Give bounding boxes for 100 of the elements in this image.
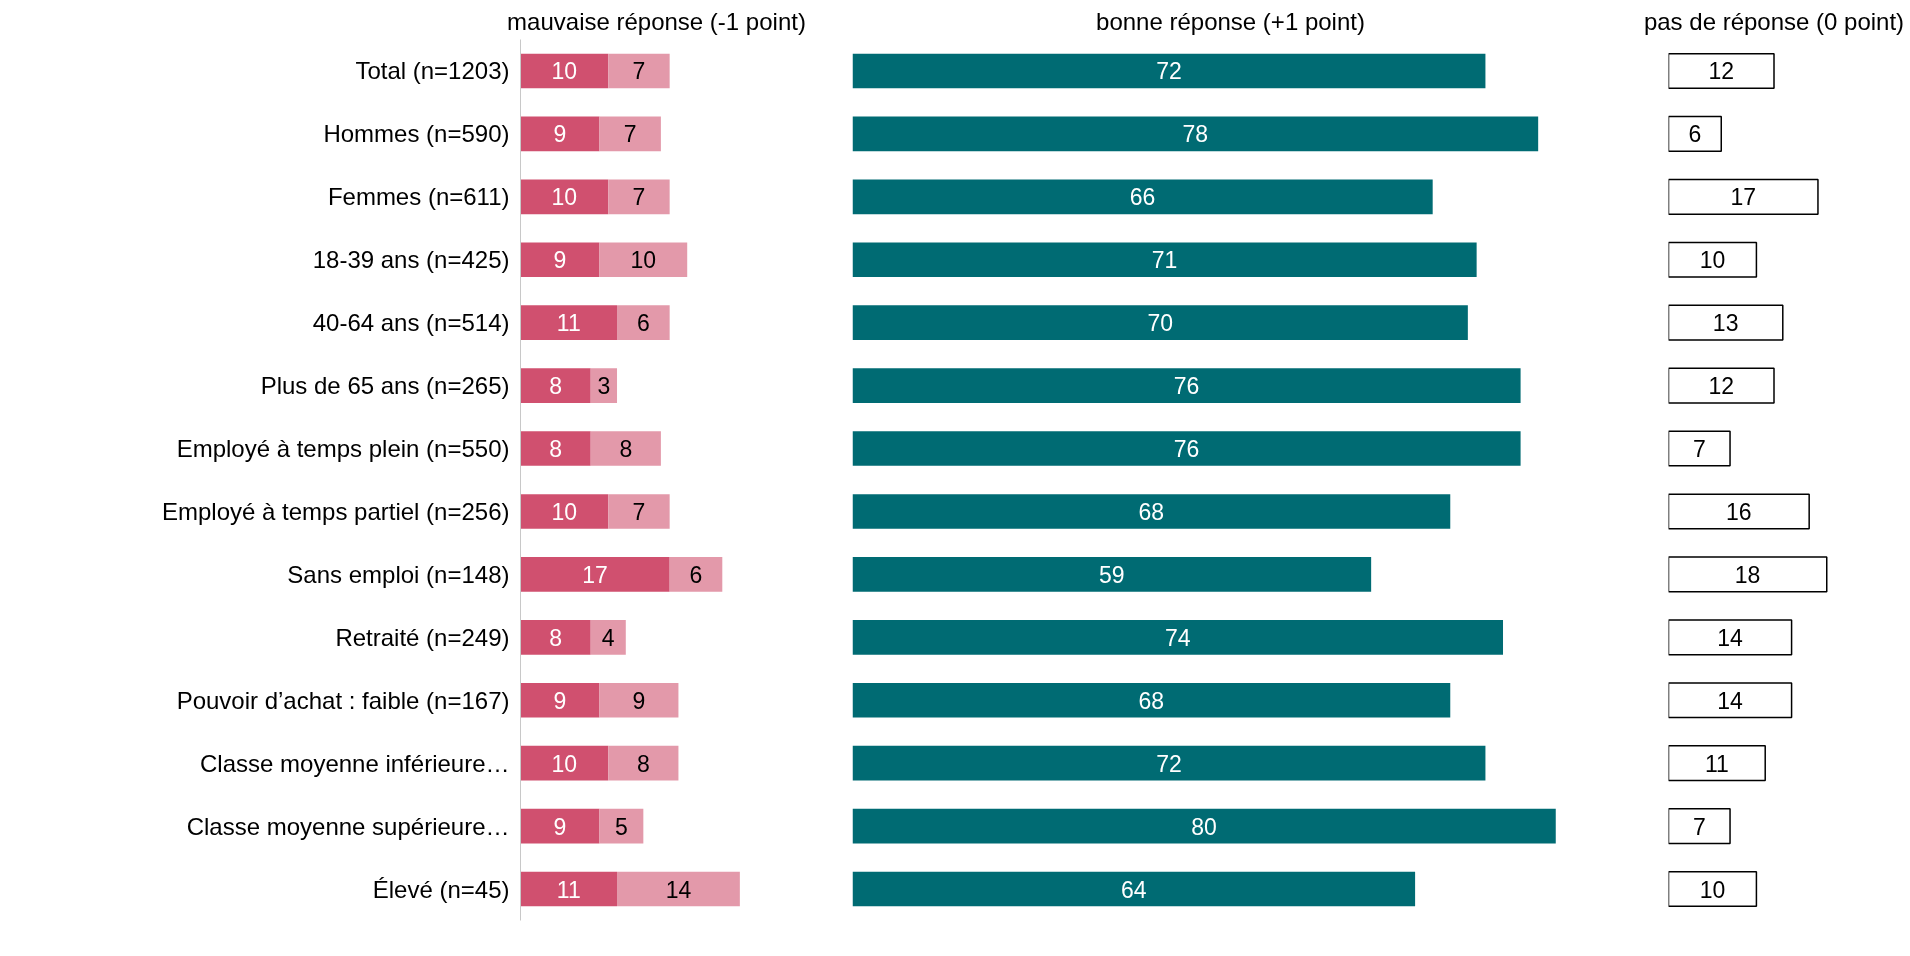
bar	[520, 682, 600, 718]
data-label: 74	[1164, 624, 1191, 651]
bar	[590, 620, 626, 655]
data-label: 9	[632, 687, 646, 714]
bar	[520, 494, 609, 529]
data-label: 3	[597, 373, 611, 400]
data-label: 16	[1726, 498, 1752, 525]
y-tick-label: Classe moyenne inférieure…	[200, 749, 510, 777]
bar	[1668, 178, 1819, 215]
bar	[520, 53, 609, 89]
bar	[608, 179, 670, 215]
y-tick-label: Femmes (n=611)	[327, 183, 510, 211]
data-label: 9	[553, 247, 567, 274]
bar	[1668, 870, 1758, 908]
data-label: 8	[549, 624, 562, 651]
data-label: 10	[551, 184, 578, 211]
data-label: 10	[551, 750, 578, 777]
data-label: 4	[601, 624, 615, 651]
data-label: 68	[1138, 498, 1165, 525]
data-label: 17	[1730, 184, 1757, 211]
data-label: 5	[615, 813, 628, 840]
bar	[1668, 115, 1722, 152]
bar	[1668, 745, 1766, 782]
bar	[520, 431, 591, 466]
bar	[852, 368, 1521, 403]
y-tick-label: 40-64 ans (n=514)	[312, 309, 510, 337]
data-label: 7	[632, 498, 646, 525]
bar	[590, 431, 661, 466]
bar	[1668, 556, 1828, 593]
bar	[669, 557, 723, 592]
data-label: 11	[556, 876, 581, 903]
y-tick-label: Classe moyenne supérieure…	[186, 812, 510, 840]
y-tick-label: Hommes (n=590)	[323, 120, 510, 148]
data-label: 71	[1151, 247, 1178, 274]
bar	[520, 620, 591, 655]
data-label: 7	[632, 184, 646, 211]
bar	[1668, 430, 1731, 467]
bar	[852, 557, 1372, 592]
data-label: 72	[1156, 750, 1182, 777]
bar	[1668, 52, 1775, 90]
data-label: 6	[689, 561, 703, 588]
bar	[852, 494, 1451, 529]
data-label: 10	[1699, 876, 1726, 903]
data-label: 76	[1173, 373, 1200, 400]
data-label: 6	[1688, 121, 1702, 148]
bar	[520, 116, 600, 152]
data-label: 7	[1692, 813, 1706, 840]
data-label: 8	[619, 436, 633, 463]
data-label: 80	[1191, 813, 1217, 840]
data-label: 8	[549, 373, 562, 400]
data-label: 10	[1699, 247, 1726, 274]
chart-title: mauvaise réponse (-1 point)	[507, 7, 806, 35]
data-label: 76	[1173, 436, 1200, 463]
bar	[852, 620, 1504, 655]
data-label: 9	[553, 121, 567, 148]
data-label: 72	[1156, 58, 1182, 85]
bar	[852, 179, 1433, 215]
bar	[1668, 808, 1731, 845]
y-tick-label: Employé à temps partiel (n=256)	[161, 497, 510, 525]
data-label: 11	[556, 310, 581, 337]
bar	[852, 745, 1486, 781]
bar	[599, 116, 661, 152]
data-label: 64	[1121, 876, 1147, 903]
data-label: 78	[1182, 121, 1209, 148]
bar	[852, 871, 1416, 907]
data-label: 59	[1099, 561, 1125, 588]
bar	[1668, 493, 1810, 530]
data-label: 7	[1692, 436, 1706, 463]
bar	[617, 305, 670, 340]
data-label: 18	[1734, 561, 1761, 588]
bar	[520, 871, 618, 907]
data-label: 8	[636, 750, 650, 777]
y-tick-label: Retraité (n=249)	[335, 623, 510, 651]
data-label: 7	[623, 121, 637, 148]
data-label: 66	[1129, 184, 1156, 211]
bar	[852, 682, 1451, 718]
data-label: 12	[1708, 373, 1735, 400]
bar	[1668, 367, 1775, 404]
bar	[1668, 241, 1758, 278]
y-tick-label: Total (n=1203)	[355, 57, 510, 85]
bar	[852, 242, 1477, 278]
data-label: 6	[636, 310, 650, 337]
data-label: 14	[1717, 624, 1744, 651]
data-label: 10	[630, 247, 657, 274]
bar	[599, 682, 679, 718]
bar	[520, 242, 600, 278]
data-label: 13	[1712, 310, 1739, 337]
bar	[520, 557, 670, 592]
data-label: 8	[549, 436, 562, 463]
chart-title: pas de réponse (0 point)	[1643, 7, 1905, 35]
bar	[520, 745, 609, 781]
data-label: 9	[553, 813, 567, 840]
bar	[852, 305, 1468, 340]
y-tick-label: 18-39 ans (n=425)	[312, 246, 510, 274]
bar	[520, 305, 618, 340]
bar	[608, 53, 670, 89]
bar	[608, 745, 679, 781]
y-tick-label: Plus de 65 ans (n=265)	[260, 372, 510, 400]
bar	[617, 871, 740, 907]
data-label: 7	[632, 58, 646, 85]
